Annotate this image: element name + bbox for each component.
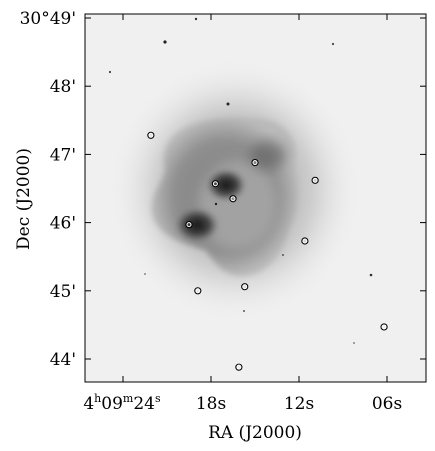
source-markers <box>147 131 388 371</box>
x-tick-label: 12s <box>284 394 314 414</box>
source-marker-inner <box>381 324 387 330</box>
y-tick-label: 47' <box>50 145 76 165</box>
y-tick-label: 45' <box>50 282 76 302</box>
source-marker <box>311 176 319 184</box>
star <box>243 310 245 312</box>
y-tick-label: 30°49' <box>20 9 76 29</box>
star <box>163 40 167 44</box>
star <box>369 273 373 277</box>
star <box>353 342 355 344</box>
source-marker-inner <box>212 181 218 187</box>
nebula-knot-right <box>250 141 286 169</box>
x-tick-label: 18s <box>196 394 226 414</box>
x-tick-label: 4h09m24s <box>83 392 161 414</box>
source-marker <box>147 131 155 139</box>
source-marker <box>251 158 259 167</box>
source-marker <box>229 195 237 203</box>
source-marker <box>194 287 202 295</box>
nebula-knot-lower <box>175 208 219 242</box>
y-axis-title: Dec (J2000) <box>14 148 34 250</box>
y-tick-label: 46' <box>50 214 76 234</box>
source-marker-inner <box>242 284 248 290</box>
source-marker <box>211 180 219 188</box>
background-stars <box>108 17 373 344</box>
source-marker-inner <box>230 196 236 202</box>
x-axis: 4h09m24s 18s 12s 06s <box>83 14 402 414</box>
source-marker <box>235 363 243 371</box>
y-axis: 30°49' 48' 47' 46' 45' 44' <box>20 9 426 370</box>
star <box>331 42 335 46</box>
star <box>226 102 230 106</box>
source-marker-inner <box>186 222 192 228</box>
star <box>144 273 146 275</box>
source-marker-inner <box>252 160 258 166</box>
star <box>214 202 218 206</box>
source-marker-inner <box>195 288 201 294</box>
source-marker <box>241 283 249 291</box>
source-marker-inner <box>236 364 242 370</box>
source-marker <box>380 323 388 331</box>
nebula-knot-upper <box>206 169 246 201</box>
star <box>108 70 112 74</box>
source-marker <box>185 221 193 229</box>
source-marker-inner <box>302 238 308 244</box>
source-marker-inner <box>312 177 318 183</box>
star <box>194 17 198 21</box>
x-axis-title: RA (J2000) <box>208 423 302 443</box>
star <box>282 254 284 256</box>
source-marker-inner <box>148 132 154 138</box>
y-tick-label: 44' <box>50 350 76 370</box>
nebula-image <box>85 14 426 382</box>
source-marker <box>301 237 309 245</box>
plot-frame <box>84 13 427 383</box>
y-tick-label: 48' <box>50 77 76 97</box>
x-tick-label: 06s <box>372 394 402 414</box>
